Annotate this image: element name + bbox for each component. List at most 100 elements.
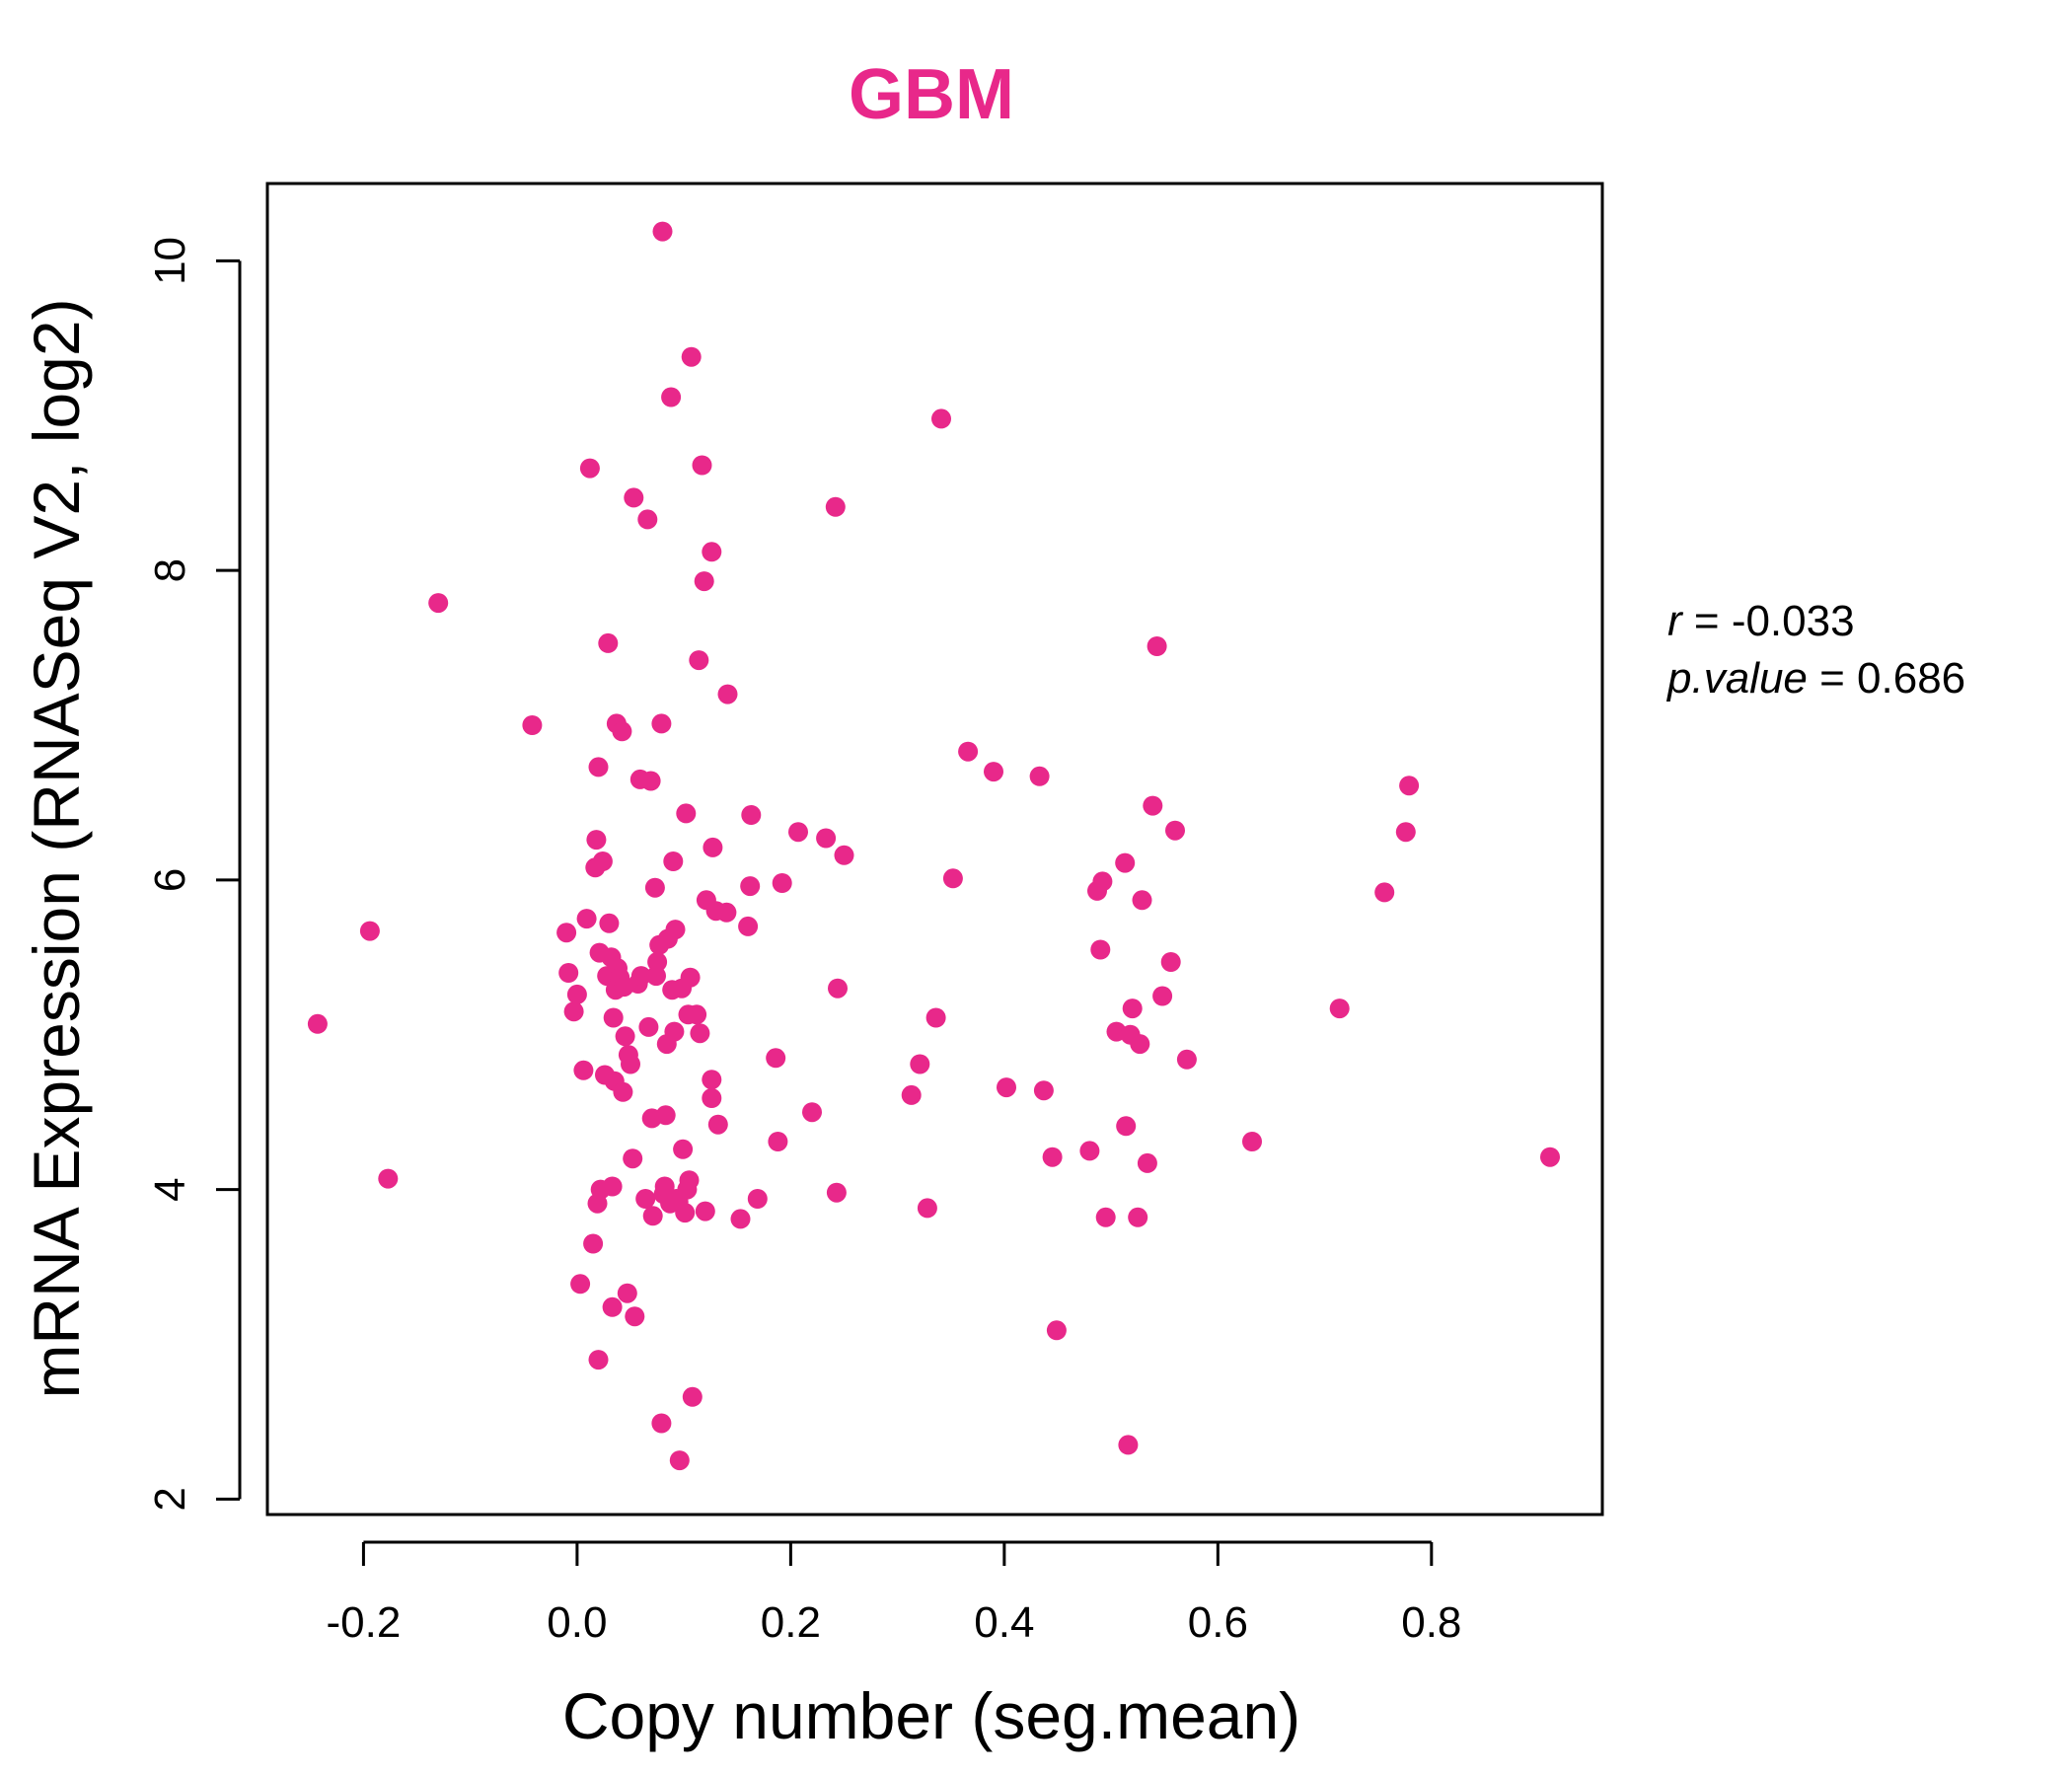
data-point-89	[694, 571, 714, 592]
data-point-102	[740, 876, 761, 897]
data-point-112	[826, 1182, 847, 1203]
data-point-154	[1540, 1147, 1560, 1167]
x-tick-label: 0.6	[1188, 1598, 1248, 1647]
data-point-11	[576, 909, 597, 929]
data-point-138	[1122, 999, 1143, 1019]
x-tick-label: 0.4	[974, 1598, 1034, 1647]
data-point-86	[689, 650, 709, 671]
data-point-48	[635, 1189, 656, 1209]
data-point-25	[599, 913, 620, 933]
data-point-119	[931, 408, 951, 429]
data-point-59	[651, 1413, 672, 1434]
data-point-83	[681, 346, 702, 367]
r-stat-value: -0.033	[1732, 597, 1855, 645]
data-point-148	[1176, 1049, 1197, 1070]
p-value-stat: p.value = 0.686	[1665, 654, 1965, 703]
data-point-125	[1033, 1080, 1054, 1101]
data-point-29	[603, 1007, 624, 1028]
r-stat: r = -0.033	[1667, 597, 1855, 645]
data-point-143	[1143, 795, 1163, 816]
y-tick-label: 6	[146, 868, 194, 892]
data-point-152	[1395, 822, 1416, 843]
data-point-1	[359, 921, 380, 941]
data-point-53	[642, 1206, 663, 1226]
data-point-58	[651, 713, 672, 734]
correlation-stats: r = -0.033 p.value = 0.686	[1665, 597, 1965, 703]
data-point-87	[690, 1023, 710, 1044]
data-point-71	[665, 920, 686, 940]
data-point-111	[825, 496, 846, 517]
data-point-27	[602, 1176, 623, 1197]
data-point-92	[702, 542, 722, 562]
data-point-84	[682, 1386, 703, 1407]
data-point-145	[1152, 986, 1173, 1006]
data-point-47	[630, 966, 651, 987]
data-point-2	[378, 1168, 399, 1189]
data-point-110	[816, 828, 837, 849]
data-point-85	[687, 1004, 707, 1025]
data-point-95	[703, 837, 723, 857]
data-point-28	[602, 1296, 623, 1317]
data-point-62	[654, 1176, 675, 1197]
data-point-135	[1116, 1116, 1137, 1137]
data-point-54	[644, 877, 665, 898]
data-point-117	[917, 1198, 937, 1219]
data-point-114	[834, 845, 854, 865]
data-point-113	[828, 978, 848, 999]
data-point-7	[563, 1001, 584, 1022]
data-point-124	[1029, 766, 1050, 786]
data-point-142	[1137, 1152, 1157, 1173]
x-tick-label: 0.8	[1401, 1598, 1461, 1647]
data-point-35	[612, 721, 632, 742]
data-point-38	[615, 1026, 635, 1047]
data-point-108	[788, 822, 808, 843]
data-point-99	[717, 684, 738, 704]
y-axis-label: mRNA Expression (RNASeq V2, log2)	[20, 298, 93, 1398]
data-point-77	[675, 1203, 696, 1223]
data-point-118	[925, 1007, 946, 1028]
y-tick-label: 4	[146, 1177, 194, 1201]
data-point-50	[638, 1016, 659, 1037]
data-point-116	[910, 1054, 930, 1074]
y-tick-label: 2	[146, 1487, 194, 1511]
data-point-60	[652, 221, 673, 242]
chart-title: GBM	[849, 55, 1014, 134]
data-point-103	[741, 805, 762, 825]
data-point-4	[522, 715, 543, 735]
data-point-56	[647, 952, 668, 972]
data-point-115	[901, 1084, 922, 1105]
y-ticks: 2 4 6 8 10	[146, 237, 240, 1512]
data-point-151	[1374, 882, 1395, 903]
p-value-stat-label: p.value	[1665, 654, 1808, 703]
data-point-36	[613, 1081, 633, 1102]
data-point-13	[583, 1233, 604, 1254]
data-point-107	[772, 873, 792, 893]
data-point-97	[707, 1114, 728, 1135]
data-point-130	[1090, 939, 1111, 960]
data-point-3	[428, 593, 449, 614]
data-point-132	[1095, 1207, 1116, 1227]
data-point-67	[661, 387, 682, 407]
data-point-126	[1042, 1147, 1063, 1167]
x-tick-label: 0.0	[547, 1598, 607, 1647]
data-point-100	[730, 1209, 751, 1229]
x-tick-label: 0.2	[761, 1598, 821, 1647]
data-point-101	[738, 916, 759, 936]
data-point-98	[716, 902, 737, 923]
data-point-78	[676, 803, 697, 824]
data-point-70	[664, 1021, 685, 1042]
p-value-stat-equals: =	[1808, 654, 1857, 703]
data-point-15	[586, 830, 607, 851]
data-point-141	[1132, 890, 1152, 911]
data-point-136	[1118, 1435, 1139, 1455]
x-ticks: -0.2 0.0 0.2 0.4 0.6 0.8	[327, 1542, 1461, 1647]
data-point-81	[679, 1170, 700, 1191]
data-point-12	[579, 458, 600, 479]
data-point-150	[1329, 999, 1350, 1019]
data-point-127	[1046, 1320, 1067, 1341]
data-point-104	[747, 1189, 768, 1209]
data-point-88	[692, 455, 712, 476]
data-point-109	[802, 1102, 822, 1123]
data-point-106	[768, 1132, 788, 1151]
